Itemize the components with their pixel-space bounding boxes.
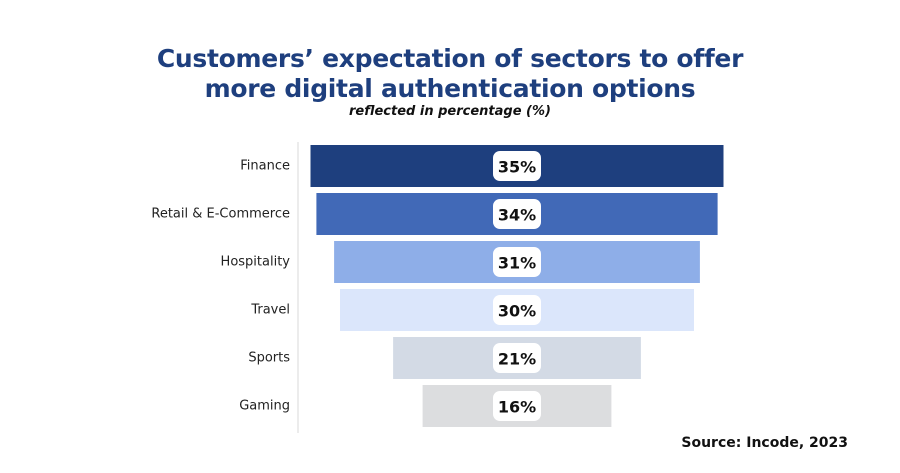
category-label-0: Finance <box>240 159 290 174</box>
value-label-2: 31% <box>498 254 536 273</box>
value-label-box-2 <box>493 247 541 277</box>
value-label-box-4 <box>493 343 541 373</box>
value-label-5: 16% <box>498 398 536 417</box>
value-label-0: 35% <box>498 158 536 177</box>
value-label-box-0 <box>493 151 541 181</box>
value-label-box-5 <box>493 391 541 421</box>
value-label-3: 30% <box>498 302 536 321</box>
chart-subtitle: reflected in percentage (%) <box>349 104 551 119</box>
value-label-1: 34% <box>498 206 536 225</box>
source-note: Source: Incode, 2023 <box>681 435 848 451</box>
chart-marks: Finance 35% Retail & E-Commerce 34% Hospital… <box>151 145 724 427</box>
value-label-box-3 <box>493 295 541 325</box>
category-label-4: Sports <box>248 351 290 366</box>
value-label-box-1 <box>493 199 541 229</box>
category-label-1: Retail & E-Commerce <box>151 207 290 222</box>
category-label-3: Travel <box>250 303 290 318</box>
category-label-2: Hospitality <box>221 255 291 270</box>
chart-title-line-1: Customers’ expectation of sectors to off… <box>156 44 744 73</box>
category-label-5: Gaming <box>239 399 290 414</box>
chart-title-line-2: more digital authentication options <box>204 74 696 103</box>
value-label-4: 21% <box>498 350 536 369</box>
